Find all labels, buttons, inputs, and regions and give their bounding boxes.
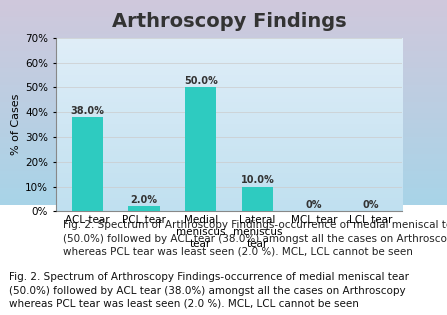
Text: 10.0%: 10.0% [240,175,274,185]
Bar [242,186,273,211]
Bar [185,87,216,211]
Bar [242,186,273,211]
Bar [128,206,160,211]
Text: 0%: 0% [363,200,379,210]
Text: Fig. 2. Spectrum of Arthroscopy Findings-occurrence of medial meniscal tear
(50.: Fig. 2. Spectrum of Arthroscopy Findings… [63,220,447,257]
Text: Fig. 2. Spectrum of Arthroscopy Findings-occurrence of medial meniscal tear
(50.: Fig. 2. Spectrum of Arthroscopy Findings… [9,272,409,309]
Text: 0%: 0% [306,200,322,210]
Text: 50.0%: 50.0% [184,76,218,86]
Text: 2.0%: 2.0% [131,195,157,205]
Bar [185,87,216,211]
Y-axis label: % of Cases: % of Cases [11,94,21,155]
Bar [72,117,103,211]
Text: 38.0%: 38.0% [70,106,104,116]
Title: Arthroscopy Findings: Arthroscopy Findings [112,12,346,31]
Bar [128,206,160,211]
Bar [72,117,103,211]
